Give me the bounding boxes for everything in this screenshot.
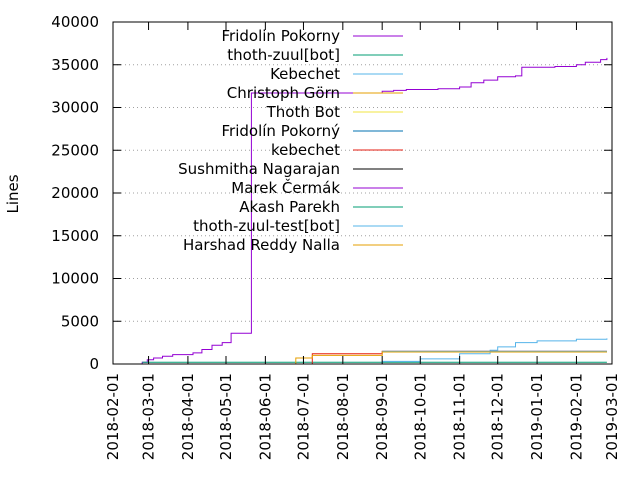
y-tick-label: 40000 [51,13,99,31]
x-tick-label: 2019-02-01 [567,373,585,460]
grid [113,64,612,322]
series-lines [141,57,608,365]
y-tick-label: 25000 [51,141,99,159]
legend-label: Fridolin Pokorny [222,27,341,45]
legend-label: kebechet [271,141,340,159]
y-tick-label: 30000 [51,99,99,117]
legend-label: Harshad Reddy Nalla [183,236,340,254]
y-tick-label: 0 [89,355,99,373]
series-line [295,351,607,364]
x-tick-label: 2019-01-01 [528,373,546,460]
x-tick-label: 2018-07-01 [294,373,312,460]
legend-label: thoth-zuul[bot] [227,46,340,64]
y-tick-label: 10000 [51,270,99,288]
x-tick-label: 2018-09-01 [373,373,391,460]
x-tick-label: 2018-10-01 [411,373,429,460]
legend-label: Sushmitha Nagarajan [178,160,340,178]
legend-label: Kebechet [270,65,340,83]
legend: Fridolin Pokornythoth-zuul[bot]KebechetC… [178,27,403,254]
x-tick-label: 2018-12-01 [489,373,507,460]
legend-label: thoth-zuul-test[bot] [193,217,340,235]
legend-label: Christoph Görn [227,84,340,102]
legend-label: Marek Čermák [231,178,340,197]
y-tick-label: 5000 [61,312,99,330]
x-tick-label: 2018-11-01 [451,373,469,460]
x-tick-label: 2018-04-01 [179,373,197,460]
x-tick-label: 2018-03-01 [140,373,158,460]
x-tick-label: 2018-08-01 [334,373,352,460]
legend-label: Fridolín Pokorný [222,122,341,140]
x-tick-label: 2018-02-01 [104,373,122,460]
x-tick-label: 2019-03-01 [603,373,621,460]
legend-label: Thoth Bot [266,103,340,121]
y-tick-label: 35000 [51,56,99,74]
series-line [141,57,608,364]
x-tick-label: 2018-06-01 [256,373,274,460]
legend-label: Akash Parekh [239,198,340,216]
y-tick-label: 20000 [51,184,99,202]
y-tick-label: 15000 [51,227,99,245]
x-tick-label: 2018-05-01 [217,373,235,460]
axis-ticks: 0 5000 10000 15000 20000 25000 30000 35000 40000… [51,13,621,460]
y-axis-title: Lines [4,174,22,213]
